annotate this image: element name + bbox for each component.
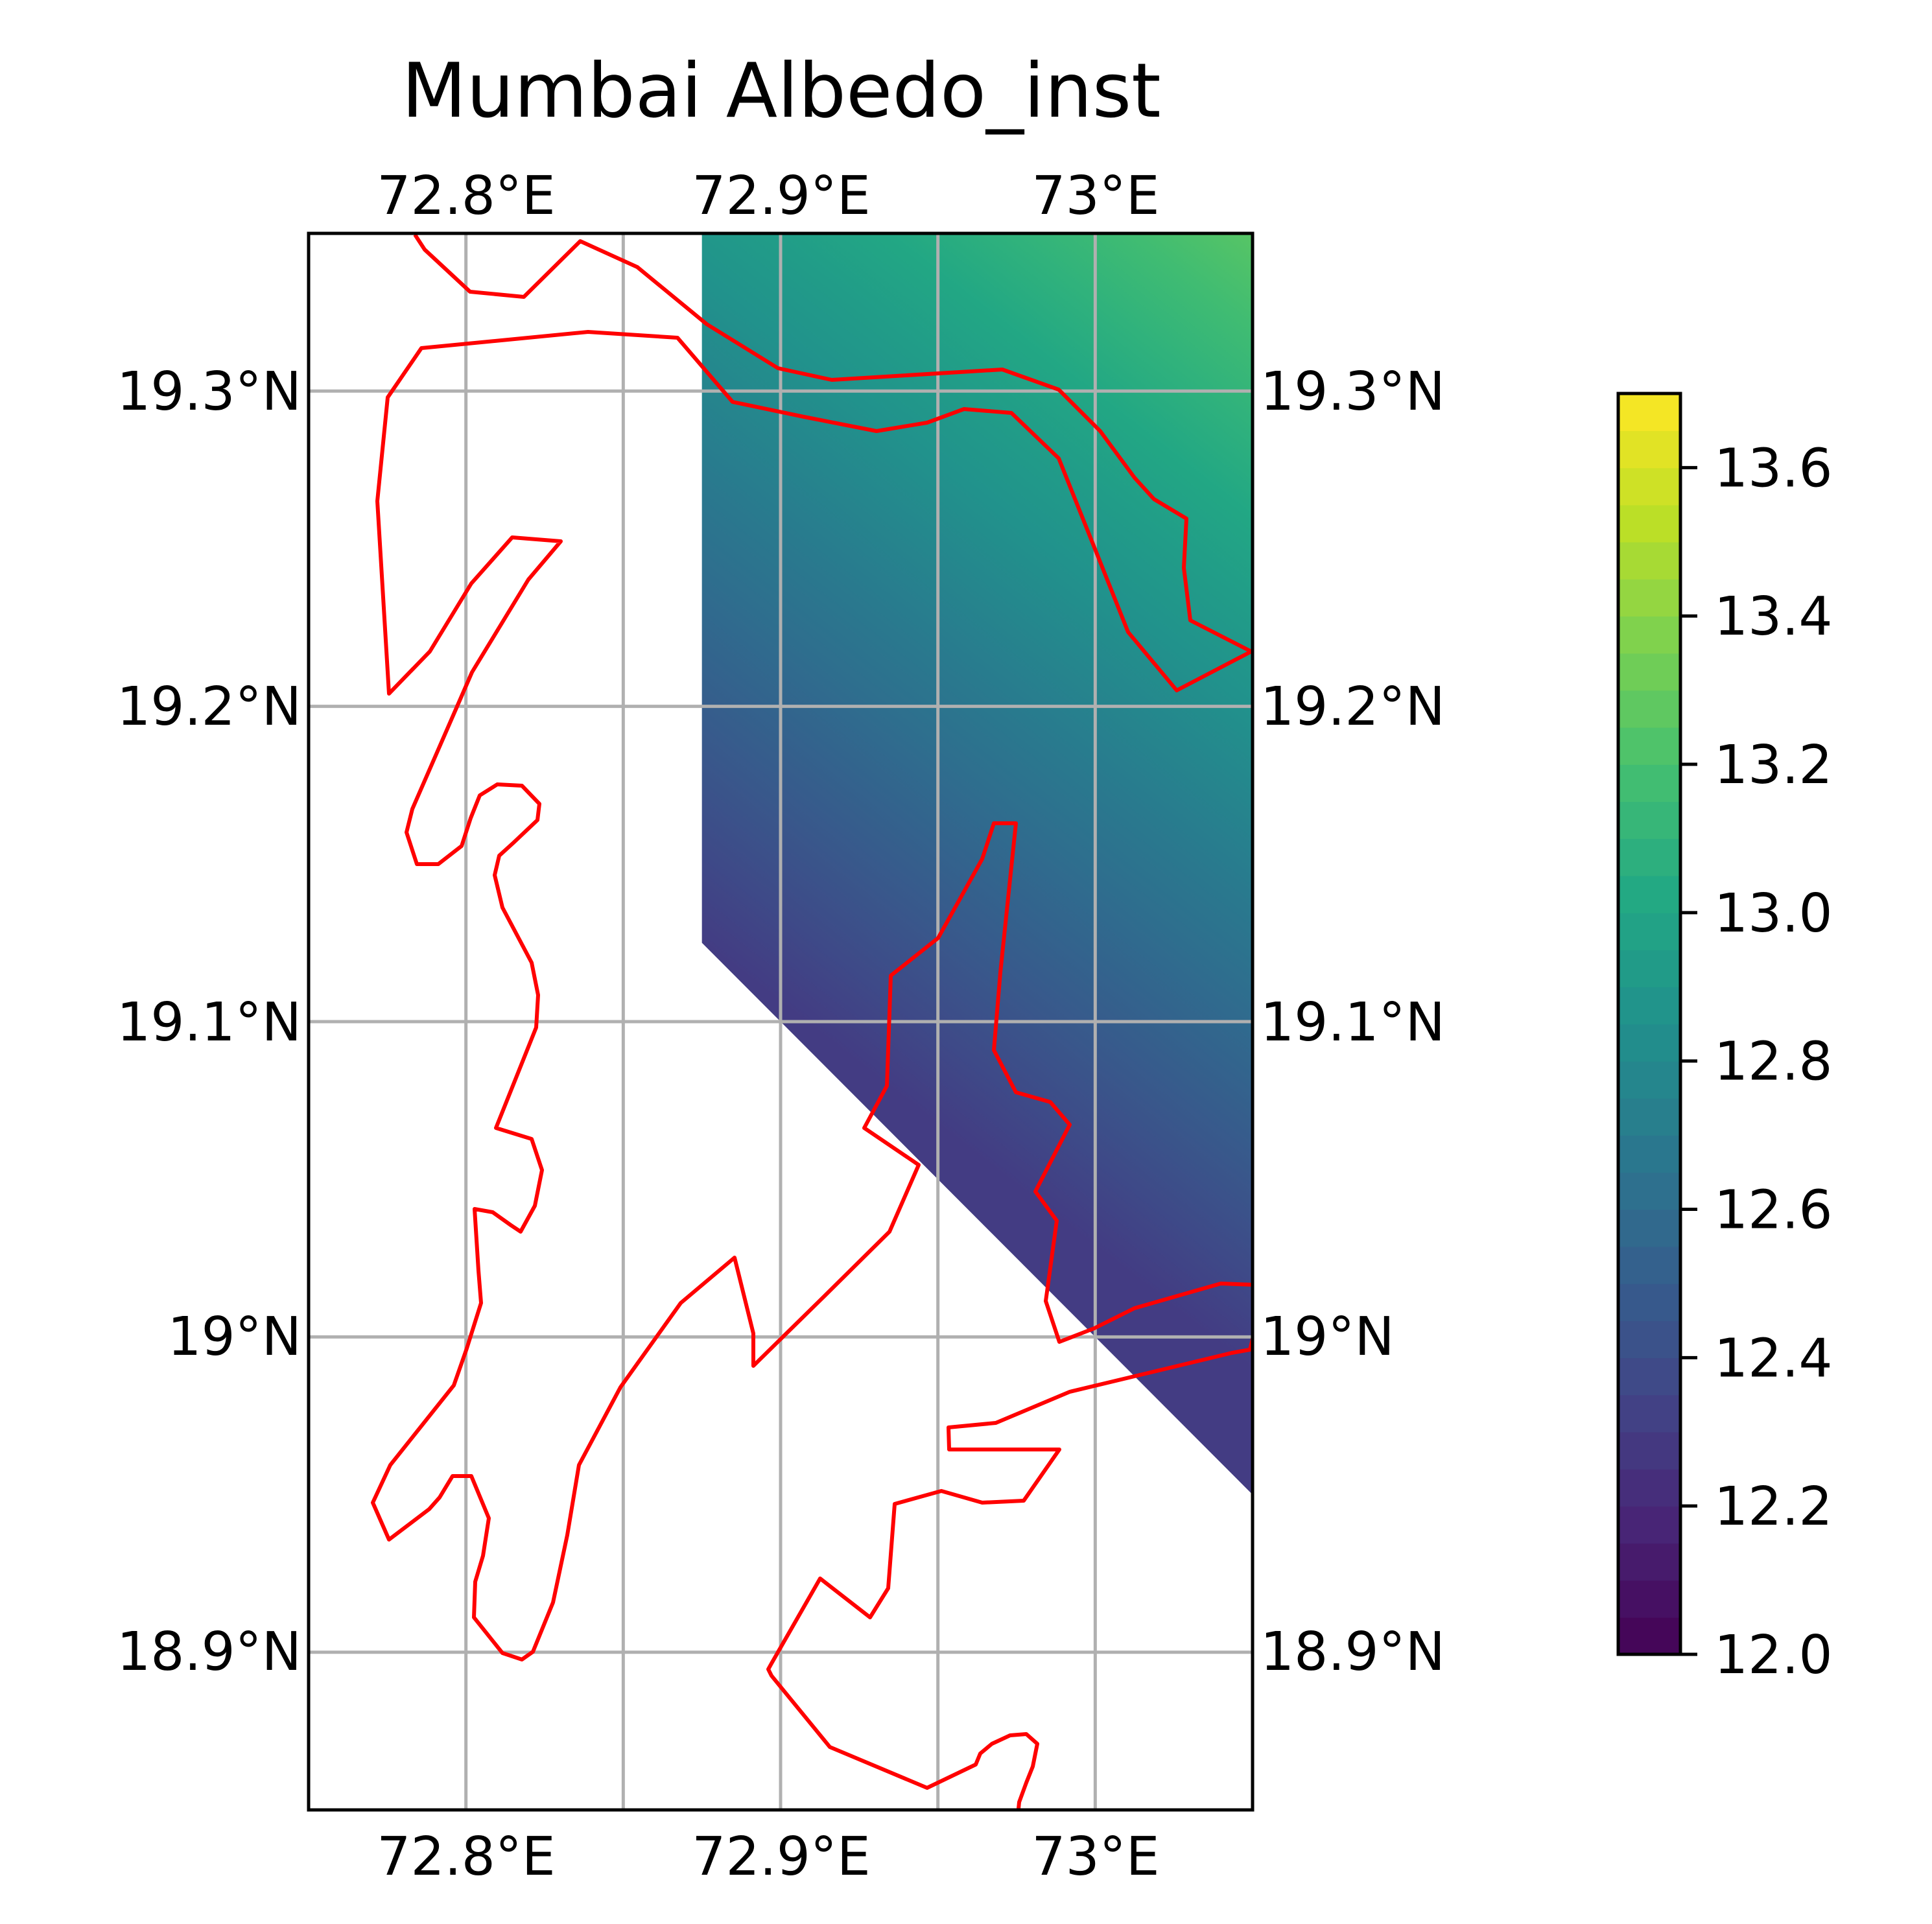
- gridlines: [309, 233, 1253, 1810]
- map-frame: [307, 231, 1255, 1812]
- colorbar-band: [1618, 950, 1680, 988]
- lat-tick-right-19.2: 19.2°N: [1260, 676, 1445, 738]
- coastline-segment-1: [371, 330, 1253, 1661]
- lat-tick-right-18.9: 18.9°N: [1260, 1621, 1445, 1683]
- coastline: [371, 233, 1253, 1810]
- lat-tick-right-19.3: 19.3°N: [1260, 361, 1445, 423]
- colorbar-band: [1618, 1246, 1680, 1284]
- colorbar-tick-label: 13.6: [1714, 438, 1833, 499]
- lon-tick-top-72.9: 72.9°E: [692, 165, 870, 227]
- colorbar-band: [1618, 1431, 1680, 1470]
- map-title: Mumbai Albedo_inst: [401, 47, 1160, 135]
- colorbar-band: [1618, 616, 1680, 654]
- colorbar-band: [1618, 1580, 1680, 1618]
- colorbar-band: [1618, 1283, 1680, 1321]
- colorbar-band: [1618, 1097, 1680, 1136]
- colorbar-band: [1618, 579, 1680, 617]
- colorbar-band: [1618, 653, 1680, 691]
- coastline-segment-0: [413, 233, 1253, 653]
- lat-tick-right-19: 19°N: [1260, 1306, 1395, 1368]
- colorbar-band: [1618, 1061, 1680, 1099]
- colorbar-band: [1618, 467, 1680, 506]
- colorbar-band: [1618, 1506, 1680, 1544]
- colorbar-frame: [1616, 392, 1682, 1656]
- colorbar-band: [1618, 430, 1680, 469]
- colorbar-band: [1618, 1468, 1680, 1507]
- colorbar-tick-label: 12.4: [1714, 1328, 1833, 1389]
- lon-tick-bottom-72.8: 72.8°E: [377, 1826, 555, 1888]
- colorbar-tick-label: 12.6: [1714, 1180, 1833, 1241]
- colorbar-tick-label: 12.2: [1714, 1476, 1833, 1538]
- lon-tick-top-73: 73°E: [1031, 165, 1159, 227]
- colorbar-band: [1618, 838, 1680, 876]
- colorbar-band: [1618, 393, 1680, 432]
- lon-tick-bottom-72.9: 72.9°E: [692, 1826, 870, 1888]
- colorbar-band: [1618, 1543, 1680, 1581]
- colorbar-band: [1618, 875, 1680, 913]
- colorbar-band: [1618, 504, 1680, 543]
- colorbar-band: [1618, 1617, 1680, 1655]
- colorbar-band: [1618, 1209, 1680, 1247]
- colorbar-band: [1618, 1172, 1680, 1210]
- colorbar-band: [1618, 1394, 1680, 1433]
- colorbar-tick-label: 13.0: [1714, 883, 1833, 944]
- colorbar-band: [1618, 690, 1680, 728]
- lon-tick-top-72.8: 72.8°E: [377, 165, 555, 227]
- colorbar-band: [1618, 1135, 1680, 1173]
- colorbar-tick-label: 13.2: [1714, 734, 1833, 796]
- colorbar: [1618, 393, 1680, 1655]
- colorbar-band: [1618, 1357, 1680, 1396]
- lat-tick-left-19.1: 19.1°N: [117, 992, 301, 1053]
- colorbar-ticks: 12.0 12.2 12.4 12.6 12.8 13.0 13.2 13.4 13.6: [1680, 438, 1833, 1686]
- colorbar-band: [1618, 801, 1680, 839]
- lat-tick-left-18.9: 18.9°N: [117, 1621, 301, 1683]
- colorbar-band: [1618, 1024, 1680, 1062]
- lon-tick-bottom-73: 73°E: [1031, 1826, 1159, 1888]
- colorbar-tick-label: 12.0: [1714, 1625, 1833, 1686]
- colorbar-band: [1618, 541, 1680, 580]
- coastline-segment-2: [766, 1333, 1253, 1810]
- colorbar-band: [1618, 727, 1680, 765]
- colorbar-band: [1618, 1320, 1680, 1359]
- colorbar-tick-label: 13.4: [1714, 586, 1833, 648]
- lat-tick-left-19: 19°N: [167, 1306, 301, 1368]
- lat-tick-right-19.1: 19.1°N: [1260, 992, 1445, 1053]
- colorbar-tick-label: 12.8: [1714, 1031, 1833, 1093]
- colorbar-band: [1618, 987, 1680, 1025]
- lat-tick-left-19.3: 19.3°N: [117, 361, 301, 423]
- colorbar-band: [1618, 764, 1680, 803]
- lat-tick-left-19.2: 19.2°N: [117, 676, 301, 738]
- colorbar-band: [1618, 912, 1680, 950]
